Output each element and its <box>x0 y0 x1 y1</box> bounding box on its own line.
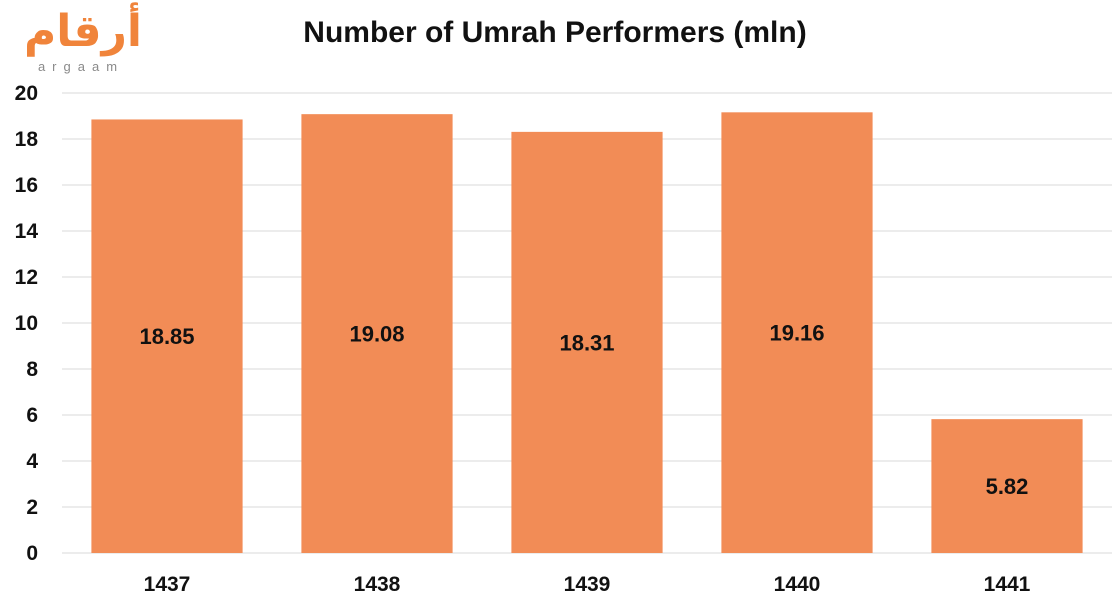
y-tick-label: 2 <box>26 496 38 519</box>
data-labels: 18.85 19.08 18.31 19.16 5.82 <box>139 321 1028 499</box>
data-label-1437: 18.85 <box>139 324 194 349</box>
y-tick-label: 20 <box>15 82 38 105</box>
y-tick-label: 18 <box>15 128 39 151</box>
x-category-label-1438: 1438 <box>354 573 401 596</box>
x-category-label-1440: 1440 <box>774 573 821 596</box>
y-axis-ticks: 0 2 4 6 8 10 12 14 16 18 20 <box>15 82 39 565</box>
x-category-label-1437: 1437 <box>144 573 191 596</box>
y-tick-label: 12 <box>15 266 38 289</box>
y-tick-label: 8 <box>26 358 38 381</box>
y-tick-label: 16 <box>15 174 38 197</box>
y-tick-label: 14 <box>15 220 39 243</box>
data-label-1438: 19.08 <box>349 322 404 347</box>
bar-1437 <box>91 119 243 553</box>
data-label-1440: 19.16 <box>769 321 824 346</box>
bars <box>91 112 1083 553</box>
y-tick-label: 6 <box>26 404 38 427</box>
y-tick-label: 0 <box>26 542 38 565</box>
data-label-1441: 5.82 <box>986 474 1029 499</box>
logo-latin-text: argaam <box>37 59 125 74</box>
data-label-1439: 18.31 <box>559 330 614 355</box>
x-category-label-1439: 1439 <box>564 573 611 596</box>
bar-1440 <box>721 112 873 553</box>
bar-1439 <box>511 131 663 553</box>
argaam-logo: أرقام argaam <box>8 8 158 80</box>
y-tick-label: 4 <box>26 450 38 473</box>
bar-1438 <box>301 114 453 553</box>
x-axis-categories: 1437 1438 1439 1440 1441 <box>144 573 1031 596</box>
y-tick-label: 10 <box>15 312 38 335</box>
chart-title: Number of Umrah Performers (mln) <box>303 16 806 49</box>
bar-1441 <box>931 419 1083 553</box>
logo-arabic-text: أرقام <box>24 6 142 57</box>
x-category-label-1441: 1441 <box>984 573 1031 596</box>
